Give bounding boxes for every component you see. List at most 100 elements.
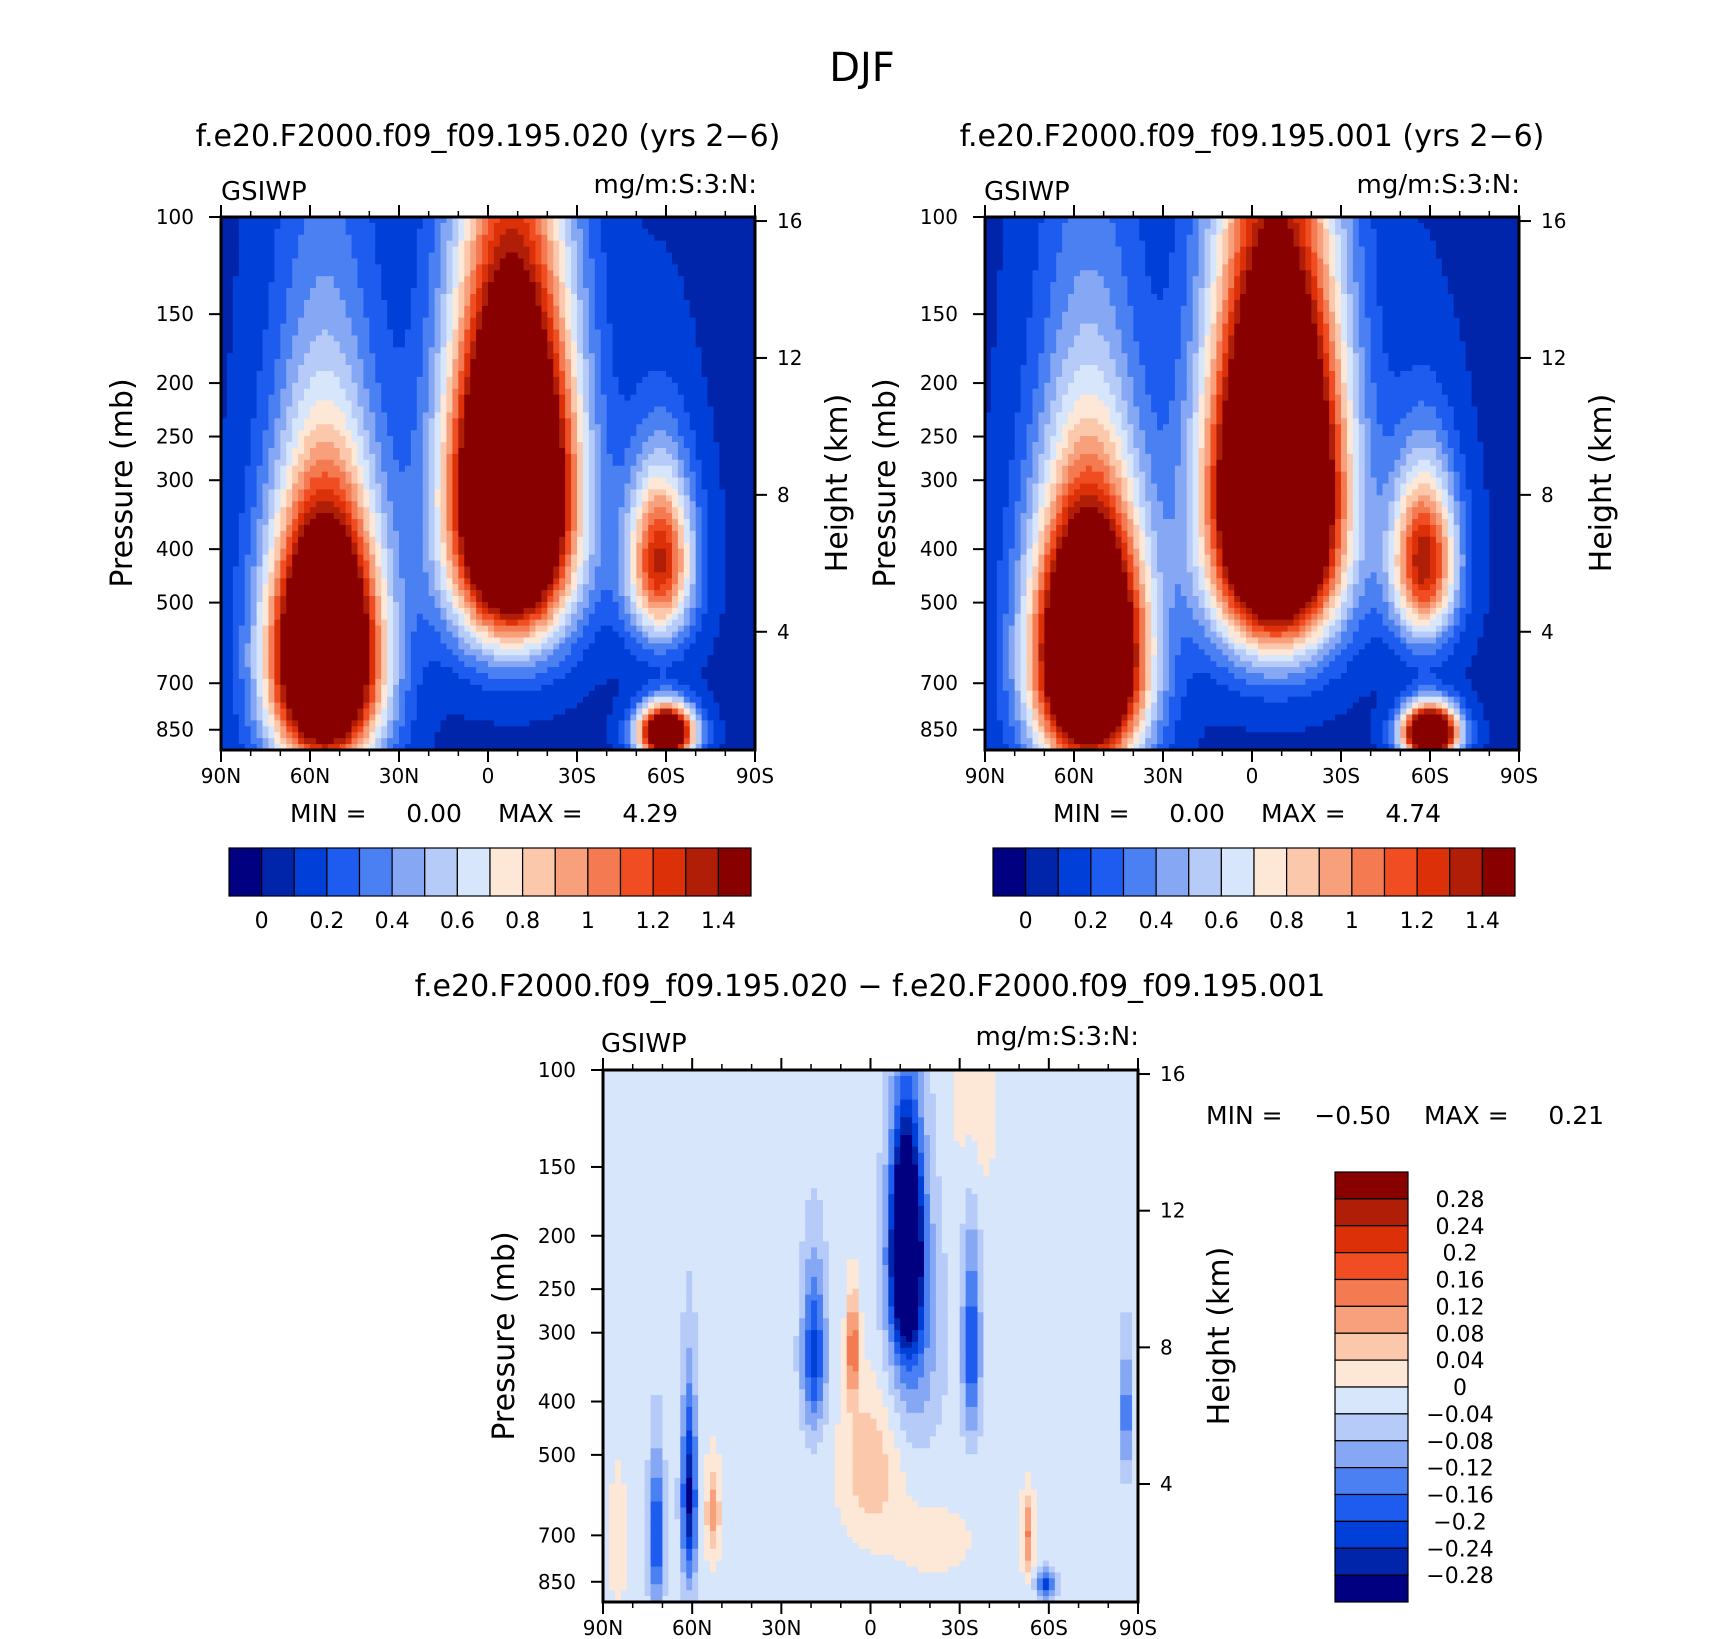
contour-cell	[577, 252, 584, 260]
contour-cell	[642, 341, 649, 348]
contour-cell	[523, 501, 531, 508]
contour-cell	[636, 382, 643, 390]
contour-cell	[642, 436, 649, 443]
contour-cell	[701, 430, 709, 437]
contour-cell	[292, 507, 299, 514]
contour-cell	[434, 252, 442, 260]
contour-cell	[422, 222, 430, 230]
contour-cell	[612, 513, 620, 520]
contour-cell	[244, 317, 252, 325]
contour-cell	[321, 359, 329, 366]
contour-cell	[677, 430, 685, 437]
contour-cell	[553, 382, 560, 390]
contour-cell	[393, 465, 400, 473]
contour-cell	[677, 359, 685, 366]
contour-cell	[541, 347, 548, 354]
contour-cell	[642, 305, 649, 313]
contour-cell	[339, 471, 347, 479]
contour-cell	[464, 240, 471, 248]
contour-cell	[559, 388, 566, 396]
contour-cell	[689, 370, 697, 378]
contour-cell	[695, 394, 703, 402]
contour-cell	[446, 252, 453, 260]
contour-cell	[363, 240, 370, 248]
contour-cell	[731, 495, 738, 502]
contour-cell	[327, 288, 335, 295]
contour-cell	[244, 406, 252, 414]
contour-cell	[689, 507, 697, 514]
contour-cell	[511, 400, 519, 408]
contour-cell	[666, 447, 673, 455]
contour-cell	[737, 447, 744, 455]
contour-cell	[523, 447, 531, 455]
contour-cell	[707, 323, 715, 331]
contour-cell	[250, 524, 258, 532]
contour-cell	[304, 394, 311, 402]
contour-cell	[351, 359, 359, 366]
contour-cell	[577, 400, 584, 408]
contour-cell	[351, 489, 359, 496]
contour-cell	[612, 359, 620, 366]
contour-cell	[707, 376, 715, 384]
contour-cell	[268, 353, 275, 360]
contour-cell	[535, 471, 542, 479]
contour-cell	[535, 459, 542, 467]
contour-cell	[577, 305, 584, 313]
contour-cell	[262, 365, 270, 372]
contour-cell	[677, 394, 685, 402]
contour-cell	[671, 276, 679, 283]
contour-cell	[523, 483, 531, 491]
contour-cell	[238, 400, 246, 408]
contour-cell	[327, 519, 335, 526]
contour-cell	[452, 489, 459, 496]
contour-cell	[327, 400, 335, 408]
contour-cell	[541, 270, 548, 277]
contour-cell	[221, 477, 228, 485]
contour-cell	[737, 424, 744, 431]
contour-cell	[221, 365, 228, 372]
contour-cell	[404, 471, 412, 479]
contour-cell	[499, 477, 507, 485]
contour-cell	[743, 495, 750, 502]
contour-cell	[505, 501, 513, 508]
contour-cell	[470, 234, 477, 242]
contour-cell	[529, 489, 537, 496]
contour-cell	[666, 353, 673, 360]
contour-cell	[677, 471, 685, 479]
contour-cell	[321, 305, 329, 313]
contour-cell	[493, 341, 501, 348]
contour-cell	[642, 370, 649, 378]
contour-cell	[351, 370, 359, 378]
contour-cell	[547, 217, 554, 224]
contour-cell	[387, 477, 394, 485]
contour-cell	[369, 471, 376, 479]
contour-cell	[393, 365, 400, 372]
contour-cell	[434, 347, 442, 354]
contour-cell	[458, 305, 465, 313]
contour-cell	[369, 519, 376, 526]
contour-cell	[298, 388, 305, 396]
contour-cell	[375, 293, 382, 301]
contour-cell	[375, 252, 382, 260]
contour-cell	[499, 507, 507, 514]
contour-cell	[351, 530, 359, 538]
contour-cell	[387, 323, 394, 331]
units-label: mg/m:S:3:N:	[594, 170, 757, 200]
contour-cell	[226, 513, 234, 520]
contour-cell	[470, 264, 477, 271]
contour-cell	[434, 317, 442, 325]
contour-cell	[339, 353, 347, 360]
contour-cell	[547, 400, 554, 408]
contour-cell	[304, 299, 311, 307]
contour-cell	[582, 317, 590, 325]
contour-cell	[369, 217, 376, 224]
contour-cell	[416, 353, 424, 360]
contour-cell	[286, 222, 293, 230]
contour-cell	[304, 412, 311, 419]
contour-cell	[636, 228, 643, 236]
contour-cell	[428, 388, 436, 396]
contour-cell	[351, 270, 359, 277]
contour-cell	[707, 471, 715, 479]
contour-cell	[541, 329, 548, 337]
contour-cell	[737, 519, 744, 526]
